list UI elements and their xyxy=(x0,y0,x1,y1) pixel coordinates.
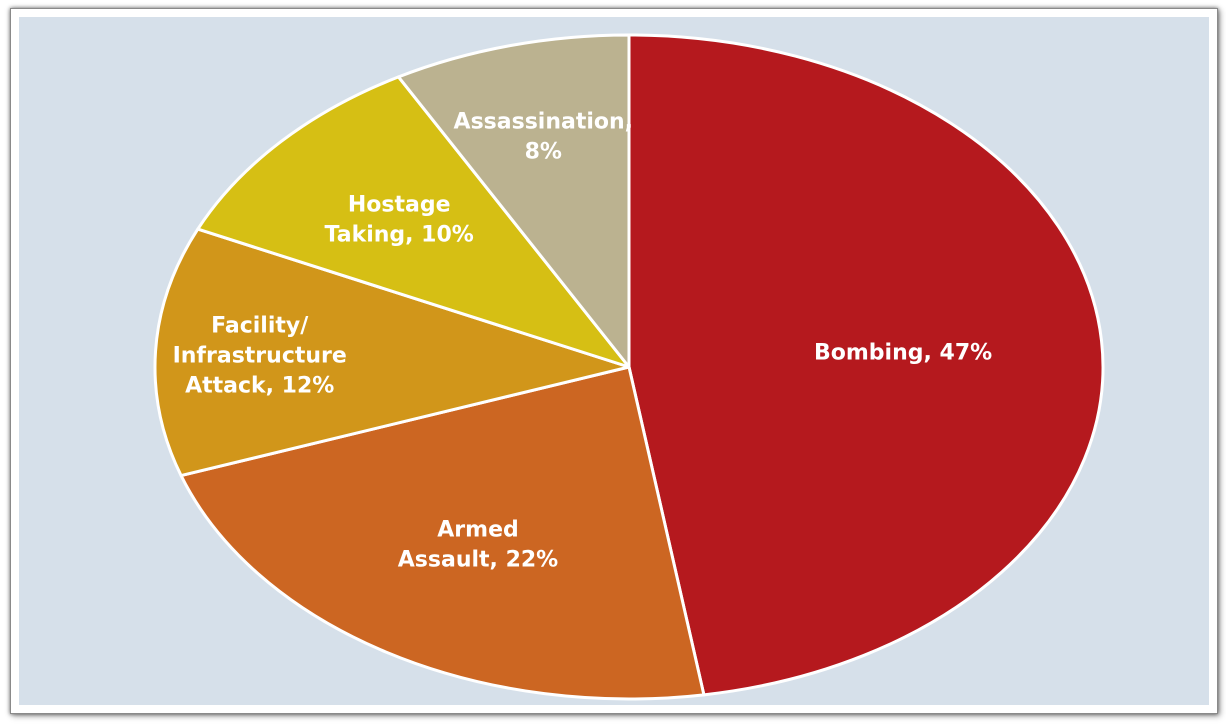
chart-frame: Bombing, 47% Armed Assault, 22% Facility/In… xyxy=(10,8,1218,714)
plot-area: Bombing, 47% Armed Assault, 22% Facility/In… xyxy=(19,17,1209,705)
data-label-hostage-taking: Hostage Taking, 10% xyxy=(325,192,474,247)
pie-slice-facility-infrastructure-attack xyxy=(153,227,631,478)
data-label-facility-infrastructure-attack: Facility/Infrastructure Attack, 12% xyxy=(173,314,347,399)
data-label-assassination: Assassination, 8% xyxy=(454,110,634,165)
pie-slice-bombing xyxy=(627,33,1105,697)
data-label-armed-assault: Armed Assault, 22% xyxy=(398,518,558,573)
pie-labels: Bombing, 47% Armed Assault, 22% Facility/In… xyxy=(173,110,993,573)
pie-chart: Bombing, 47% Armed Assault, 22% Facility/In… xyxy=(153,33,1105,701)
pie-slice-assassination xyxy=(397,33,631,369)
pie-slices xyxy=(153,33,1105,701)
pie-slice-hostage-taking xyxy=(196,75,631,369)
data-label-bombing: Bombing, 47% xyxy=(814,341,992,366)
pie-slice-armed-assault xyxy=(179,365,706,701)
